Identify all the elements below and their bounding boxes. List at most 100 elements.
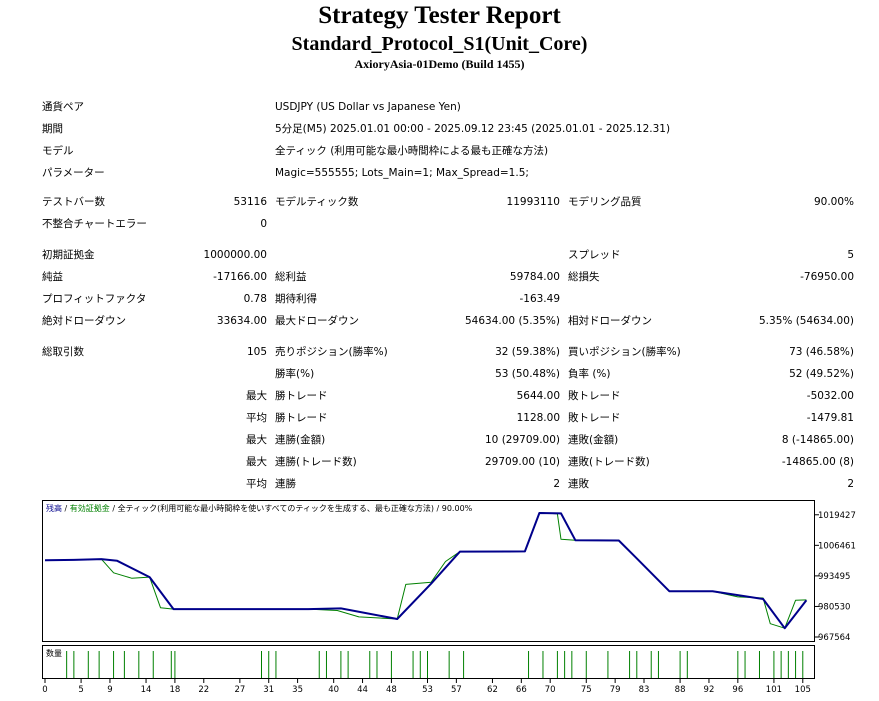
short-positions-value: 32 (59.38%) [495,346,560,358]
x-tick-label: 53 [422,685,433,695]
balance-line [44,512,808,630]
max-drawdown-label: 最大ドローダウン [275,315,359,327]
main-plot-frame [42,500,815,642]
balance-chart: 残高 / 有効証拠金 / 全ティック(利用可能な最小時間枠を使いすべてのティック… [42,500,856,695]
gross-loss-value: -76950.00 [800,271,854,283]
server-build: AxioryAsia-01Demo (Build 1455) [354,57,525,71]
x-tick-label: 5 [78,685,83,695]
x-tick-label: 48 [386,685,397,695]
total-trades-value: 105 [246,346,267,358]
legend-separator: / [62,504,70,513]
avg-consec-losses-label: 連敗 [568,478,589,490]
win-rate-label: 勝率(%) [275,368,315,380]
net-profit-label: 純益 [42,271,63,283]
consec-losses-cnt-label: 連敗(トレード数) [568,456,650,468]
rel-drawdown-label: 相対ドローダウン [568,315,652,327]
x-tick-label: 40 [328,685,339,695]
x-tick-label: 75 [581,685,592,695]
consec-losses-amt-label: 連敗(金額) [568,434,619,446]
long-positions-label: 買いポジション(勝率%) [568,346,681,358]
loss-rate-label: 負率 (%) [568,368,611,380]
y-tick-label: 993495 [818,572,850,582]
x-tick-label: 88 [675,685,686,695]
mismatch-label: 不整合チャートエラー [42,218,147,230]
info-value: 全ティック (利用可能な最小時間枠による最も正確な方法) [275,145,549,157]
legend-equity: 有効証拠金 [70,503,110,513]
short-positions-label: 売りポジション(勝率%) [275,346,388,358]
largest-win-label: 勝トレード [275,390,328,402]
x-tick-label: 92 [704,685,715,695]
avg-consec-losses-value: 2 [847,478,854,490]
abs-drawdown-label: 絶対ドローダウン [42,315,126,327]
y-tick-label: 1019427 [818,511,856,521]
y-tick-label: 980530 [818,602,850,612]
long-positions-value: 73 (46.58%) [789,346,854,358]
abs-drawdown-value: 33634.00 [216,315,267,327]
x-tick-label: 66 [516,685,527,695]
chart-legend: 残高 / 有効証拠金 / 全ティック(利用可能な最小時間枠を使いすべてのティック… [46,503,473,513]
expected-payoff-label: 期待利得 [275,293,317,305]
deposit-label: 初期証拠金 [42,249,95,261]
consec-wins-cnt-label: 連勝(トレード数) [275,456,357,468]
largest-loss-label: 敗トレード [568,390,621,402]
info-label: モデル [42,145,74,157]
avg-prefix: 平均 [246,412,267,424]
info-value: Magic=555555; Lots_Main=1; Max_Spread=1.… [275,167,529,179]
info-value: 5分足(M5) 2025.01.01 00:00 - 2025.09.12 23… [275,123,671,135]
info-value: USDJPY (US Dollar vs Japanese Yen) [275,101,461,113]
x-tick-label: 101 [766,685,782,695]
x-tick-label: 31 [263,685,274,695]
consec-wins-amt-value: 10 (29709.00) [485,434,560,446]
x-tick-label: 70 [545,685,556,695]
max-drawdown-value: 54634.00 (5.35%) [465,315,560,327]
x-tick-label: 9 [107,685,112,695]
consec-wins-amt-label: 連勝(金額) [275,434,326,446]
x-tick-label: 57 [451,685,462,695]
spread-value: 5 [847,249,854,261]
expert-name: Standard_Protocol_S1(Unit_Core) [291,33,588,55]
x-tick-label: 79 [610,685,621,695]
consec-losses-cnt-value: -14865.00 (8) [781,456,854,468]
x-axis: 0 5 9 14 18 22 27 31 35 40 44 48 53 57 62 66 70 75 79 83 88 9… [42,679,811,695]
avg-win-value: 1128.00 [516,412,560,424]
quality-value: 90.00% [813,196,854,208]
avg-loss-label: 敗トレード [568,412,621,424]
x-tick-label: 105 [795,685,811,695]
largest-win-value: 5644.00 [516,390,560,402]
x-tick-label: 62 [487,685,498,695]
avg-consec-wins-label: 連勝 [275,478,296,490]
total-trades-label: 総取引数 [42,346,84,358]
ticks-value: 11993110 [506,196,560,208]
x-tick-label: 96 [732,685,743,695]
report-title: Strategy Tester Report [318,2,561,29]
bars-label: テストバー数 [42,196,105,208]
gross-profit-value: 59784.00 [509,271,560,283]
largest-loss-value: -5032.00 [806,390,854,402]
legend-quality: / 90.00% [434,504,473,513]
max-prefix: 最大 [246,456,267,468]
x-tick-label: 14 [141,685,152,695]
win-rate-value: 53 (50.48%) [495,368,560,380]
deposit-value: 1000000.00 [203,249,267,261]
max-prefix: 最大 [246,434,267,446]
x-tick-label: 44 [357,685,368,695]
rel-drawdown-value: 5.35% (54634.00) [759,315,854,327]
y-tick-label: 1006461 [818,541,856,551]
spread-label: スプレッド [568,249,621,261]
y-tick-label: 967564 [818,633,850,643]
volume-bars [66,651,804,678]
net-profit-value: -17166.00 [213,271,267,283]
gross-loss-label: 総損失 [568,271,600,283]
gross-profit-label: 総利益 [275,271,307,283]
consec-losses-amt-value: 8 (-14865.00) [781,434,854,446]
quality-label: モデリング品質 [568,196,642,208]
x-tick-label: 27 [234,685,245,695]
info-label: パラメーター [42,167,105,179]
x-tick-label: 83 [639,685,650,695]
avg-prefix: 平均 [246,478,267,490]
x-tick-label: 22 [198,685,209,695]
volume-plot-frame [42,645,815,679]
info-label: 期間 [42,123,63,135]
legend-balance: 残高 [46,503,62,513]
consec-wins-cnt-value: 29709.00 (10) [485,456,560,468]
